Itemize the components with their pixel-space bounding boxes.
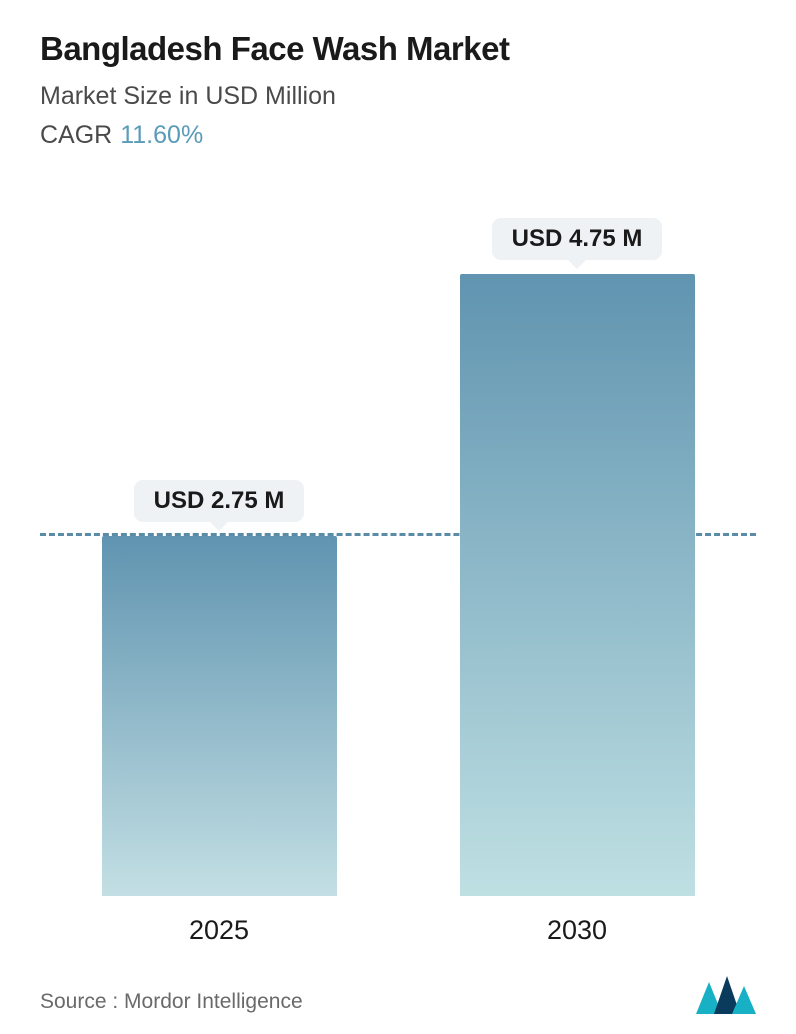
chart-subtitle: Market Size in USD Million bbox=[40, 82, 756, 111]
chart-container: Bangladesh Face Wash Market Market Size … bbox=[0, 0, 796, 1034]
bar bbox=[102, 536, 337, 896]
bar-value-label: USD 2.75 M bbox=[134, 480, 305, 522]
cagr-value: 11.60% bbox=[120, 121, 203, 149]
cagr-line: CAGR 11.60% bbox=[40, 121, 756, 150]
chart-title: Bangladesh Face Wash Market bbox=[40, 30, 756, 68]
x-axis-label: 2025 bbox=[79, 915, 359, 946]
bar bbox=[460, 274, 695, 896]
source-text: Source : Mordor Intelligence bbox=[40, 990, 303, 1014]
bars-container: USD 2.75 M USD 4.75 M bbox=[40, 170, 756, 896]
bar-value-label: USD 4.75 M bbox=[492, 218, 663, 260]
x-axis-label: 2030 bbox=[437, 915, 717, 946]
chart-footer: Source : Mordor Intelligence bbox=[40, 966, 756, 1014]
cagr-label: CAGR bbox=[40, 121, 112, 149]
bar-group: USD 4.75 M bbox=[437, 170, 717, 896]
chart-area: USD 2.75 M USD 4.75 M 2025 2030 bbox=[40, 170, 756, 956]
mordor-logo-icon bbox=[696, 974, 756, 1014]
x-axis-labels: 2025 2030 bbox=[40, 915, 756, 946]
bar-group: USD 2.75 M bbox=[79, 170, 359, 896]
